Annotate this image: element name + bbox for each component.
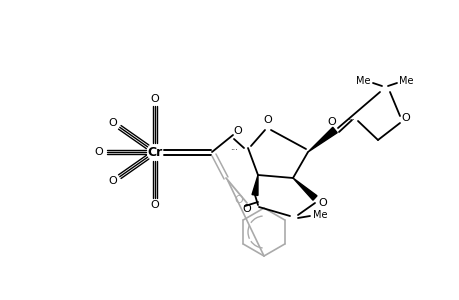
Text: O: O [95,147,103,157]
Text: Cr: Cr [147,146,162,158]
Text: O: O [318,198,327,208]
Text: O: O [327,117,336,127]
Text: Me: Me [312,210,327,220]
Polygon shape [308,127,336,152]
Text: ···: ··· [230,146,237,155]
Text: O: O [150,94,159,104]
Text: Me: Me [398,76,413,86]
Text: ···: ··· [346,116,354,125]
Text: O: O [401,113,409,123]
Text: O: O [233,126,242,136]
Text: O: O [109,118,118,128]
Polygon shape [252,175,257,195]
Polygon shape [292,178,316,200]
Text: O: O [242,204,251,214]
Text: O: O [150,200,159,210]
Text: O: O [263,115,272,125]
Text: O: O [234,195,243,205]
Text: Me: Me [356,76,370,86]
Text: O: O [109,176,118,186]
